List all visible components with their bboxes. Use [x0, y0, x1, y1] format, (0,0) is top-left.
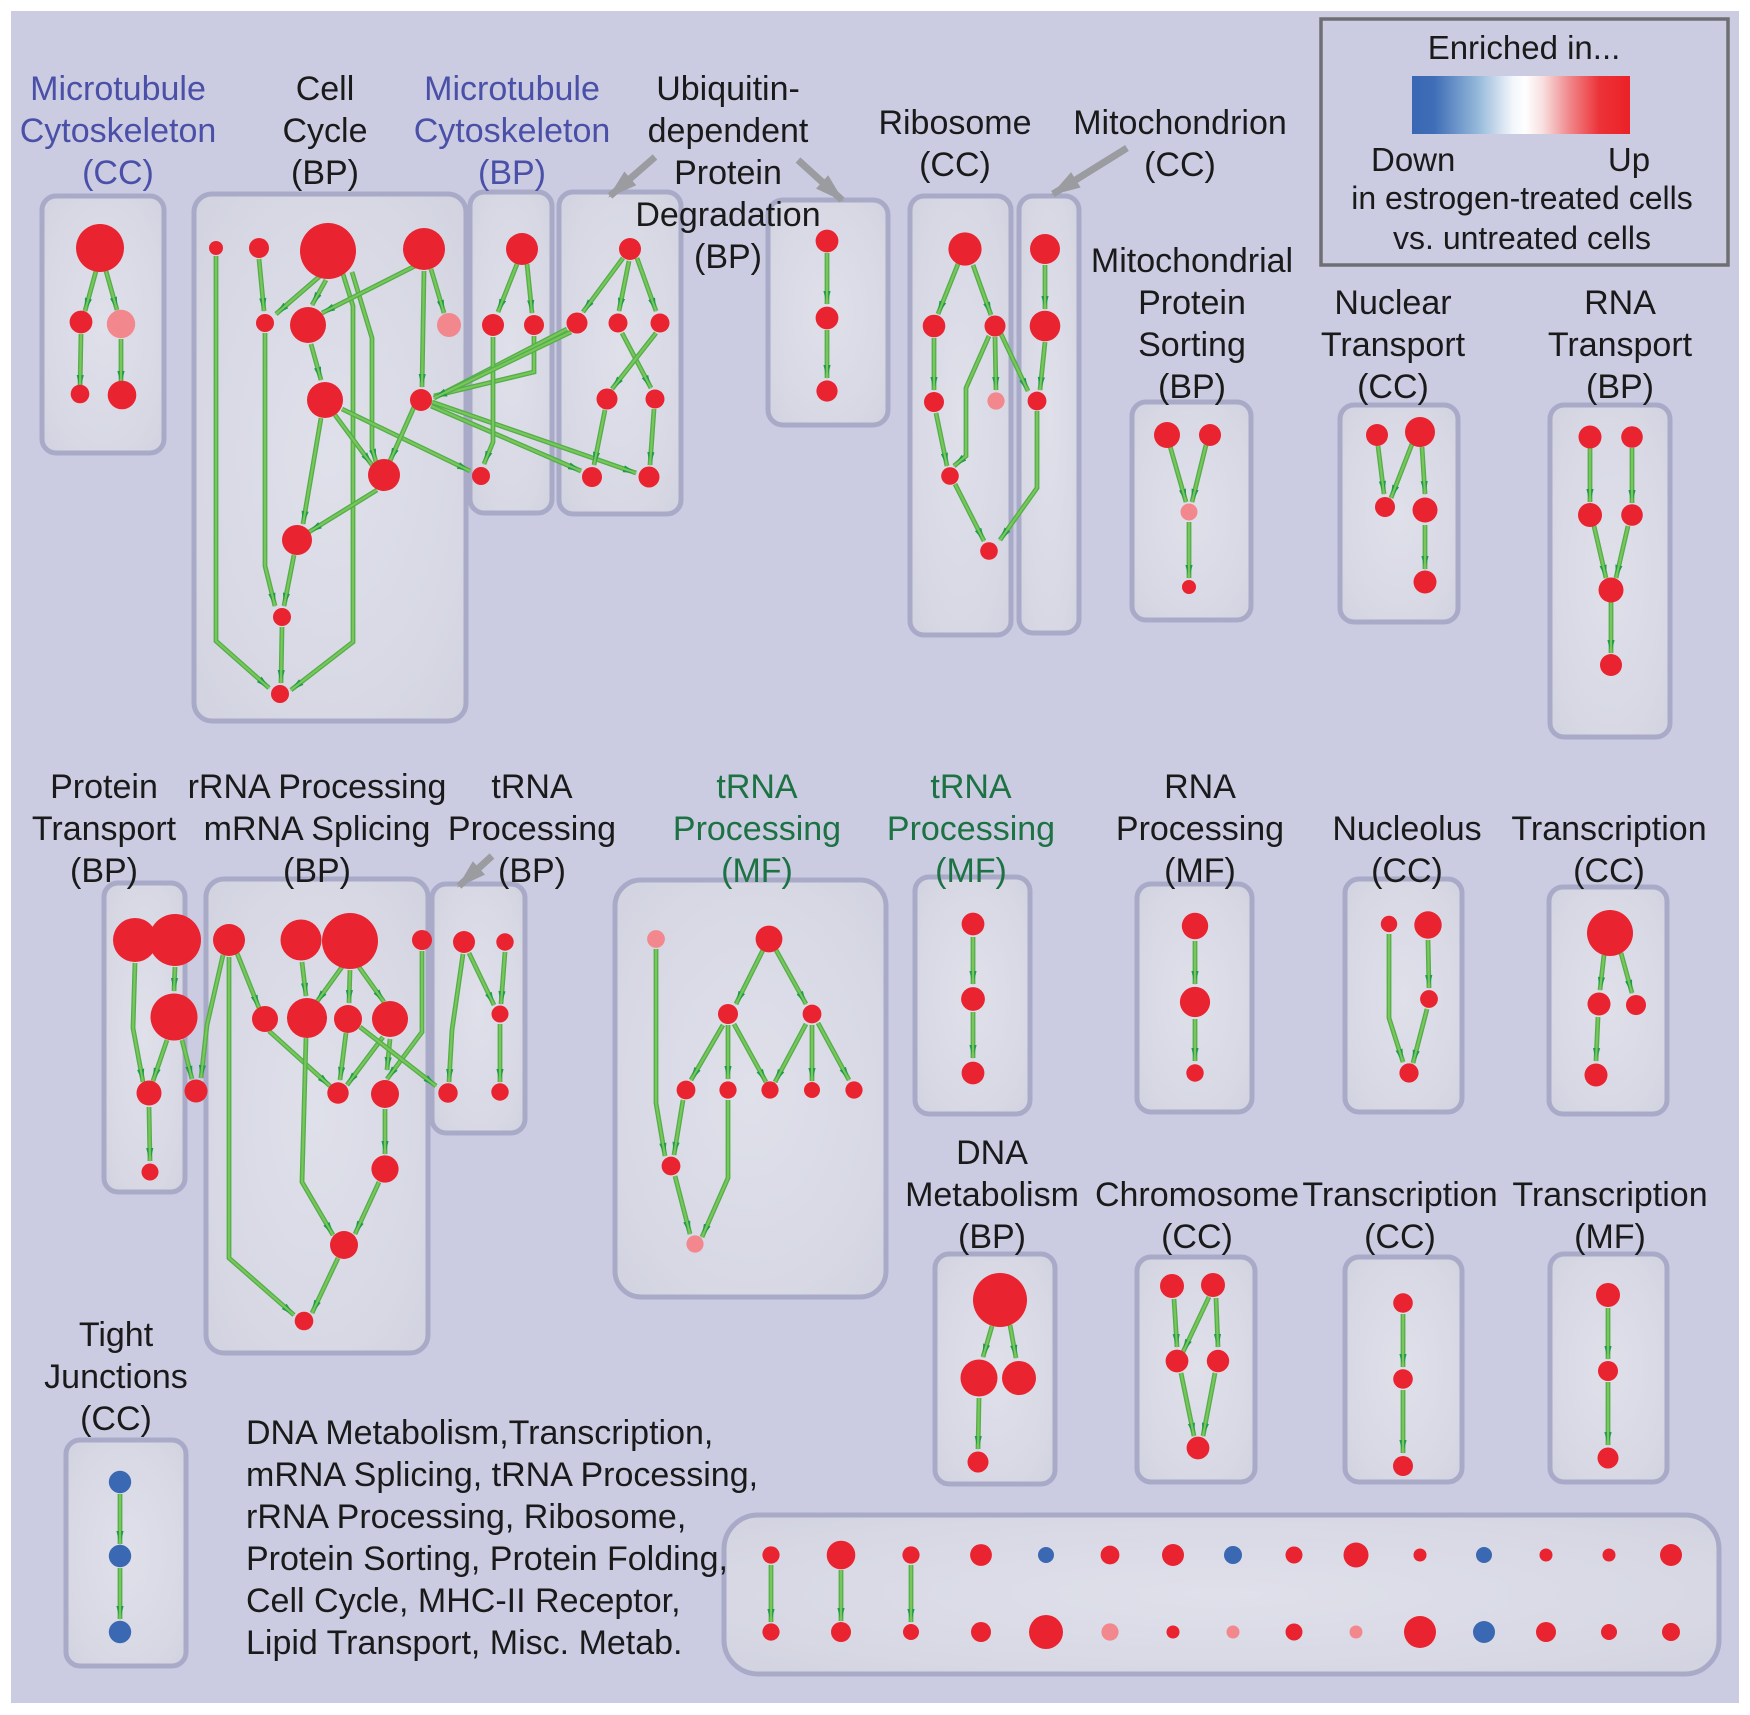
svg-text:Nucleolus: Nucleolus — [1332, 810, 1481, 848]
svg-text:Cycle: Cycle — [282, 112, 367, 150]
svg-text:Metabolism: Metabolism — [905, 1176, 1079, 1214]
svg-text:Processing: Processing — [673, 810, 841, 848]
svg-text:Protein: Protein — [50, 768, 158, 806]
svg-text:(CC): (CC) — [1161, 1218, 1233, 1256]
svg-text:(CC): (CC) — [919, 146, 991, 184]
svg-text:(CC): (CC) — [80, 1400, 152, 1438]
svg-text:Junctions: Junctions — [44, 1358, 188, 1396]
svg-text:(CC): (CC) — [1573, 852, 1645, 890]
svg-text:(MF): (MF) — [1574, 1218, 1646, 1256]
svg-text:Enriched in...: Enriched in... — [1428, 29, 1621, 66]
svg-text:(BP): (BP) — [1158, 368, 1226, 406]
svg-text:Microtubule: Microtubule — [30, 70, 206, 108]
svg-text:Cytoskeleton: Cytoskeleton — [414, 112, 611, 150]
svg-text:Sorting: Sorting — [1138, 326, 1246, 364]
svg-text:Degradation: Degradation — [635, 196, 820, 234]
svg-text:(BP): (BP) — [694, 238, 762, 276]
svg-text:Microtubule: Microtubule — [424, 70, 600, 108]
svg-text:(MF): (MF) — [1164, 852, 1236, 890]
svg-text:Cell Cycle, MHC-II Receptor,: Cell Cycle, MHC-II Receptor, — [246, 1582, 681, 1620]
svg-text:dependent: dependent — [648, 112, 809, 150]
svg-text:Transcription: Transcription — [1511, 810, 1706, 848]
svg-text:(BP): (BP) — [478, 154, 546, 192]
svg-text:(CC): (CC) — [82, 154, 154, 192]
svg-text:(CC): (CC) — [1357, 368, 1429, 406]
svg-text:Tight: Tight — [79, 1316, 154, 1354]
svg-text:Ribosome: Ribosome — [878, 104, 1031, 142]
svg-text:Nuclear: Nuclear — [1334, 284, 1451, 322]
svg-text:Lipid Transport, Misc. Metab.: Lipid Transport, Misc. Metab. — [246, 1624, 683, 1662]
svg-text:mRNA Splicing, tRNA Processing: mRNA Splicing, tRNA Processing, — [246, 1456, 758, 1494]
svg-text:Transport: Transport — [1548, 326, 1693, 364]
svg-text:RNA: RNA — [1584, 284, 1656, 322]
svg-text:tRNA: tRNA — [491, 768, 573, 806]
svg-text:(BP): (BP) — [70, 852, 138, 890]
svg-text:in estrogen-treated cells: in estrogen-treated cells — [1351, 180, 1693, 216]
svg-text:mRNA Splicing: mRNA Splicing — [204, 810, 431, 848]
svg-text:DNA: DNA — [956, 1134, 1028, 1172]
svg-text:Mitochondrial: Mitochondrial — [1091, 242, 1293, 280]
svg-text:Cell: Cell — [296, 70, 355, 108]
svg-text:(BP): (BP) — [958, 1218, 1026, 1256]
svg-text:tRNA: tRNA — [930, 768, 1012, 806]
svg-text:Processing: Processing — [1116, 810, 1284, 848]
svg-text:rRNA Processing, Ribosome,: rRNA Processing, Ribosome, — [246, 1498, 686, 1536]
svg-text:rRNA Processing: rRNA Processing — [188, 768, 447, 806]
svg-text:RNA: RNA — [1164, 768, 1236, 806]
svg-text:(CC): (CC) — [1144, 146, 1216, 184]
svg-text:(CC): (CC) — [1364, 1218, 1436, 1256]
svg-text:Up: Up — [1608, 141, 1650, 178]
svg-text:Protein Sorting, Protein Foldi: Protein Sorting, Protein Folding, — [246, 1540, 728, 1578]
svg-text:(BP): (BP) — [291, 154, 359, 192]
svg-text:Cytoskeleton: Cytoskeleton — [20, 112, 217, 150]
svg-text:Chromosome: Chromosome — [1095, 1176, 1299, 1214]
svg-text:vs. untreated cells: vs. untreated cells — [1393, 220, 1651, 256]
svg-text:Protein: Protein — [674, 154, 782, 192]
svg-text:Transcription: Transcription — [1512, 1176, 1707, 1214]
svg-text:(CC): (CC) — [1371, 852, 1443, 890]
svg-text:(MF): (MF) — [721, 852, 793, 890]
svg-text:DNA Metabolism,Transcription,: DNA Metabolism,Transcription, — [246, 1414, 713, 1452]
svg-text:Transport: Transport — [1321, 326, 1466, 364]
svg-text:(BP): (BP) — [1586, 368, 1654, 406]
svg-text:Transcription: Transcription — [1302, 1176, 1497, 1214]
svg-text:Processing: Processing — [448, 810, 616, 848]
svg-text:Mitochondrion: Mitochondrion — [1073, 104, 1287, 142]
svg-text:Ubiquitin-: Ubiquitin- — [656, 70, 800, 108]
svg-text:Transport: Transport — [32, 810, 177, 848]
svg-text:tRNA: tRNA — [716, 768, 798, 806]
svg-text:(BP): (BP) — [283, 852, 351, 890]
svg-text:Protein: Protein — [1138, 284, 1246, 322]
svg-text:Processing: Processing — [887, 810, 1055, 848]
svg-text:(BP): (BP) — [498, 852, 566, 890]
svg-text:(MF): (MF) — [935, 852, 1007, 890]
svg-text:Down: Down — [1371, 141, 1455, 178]
